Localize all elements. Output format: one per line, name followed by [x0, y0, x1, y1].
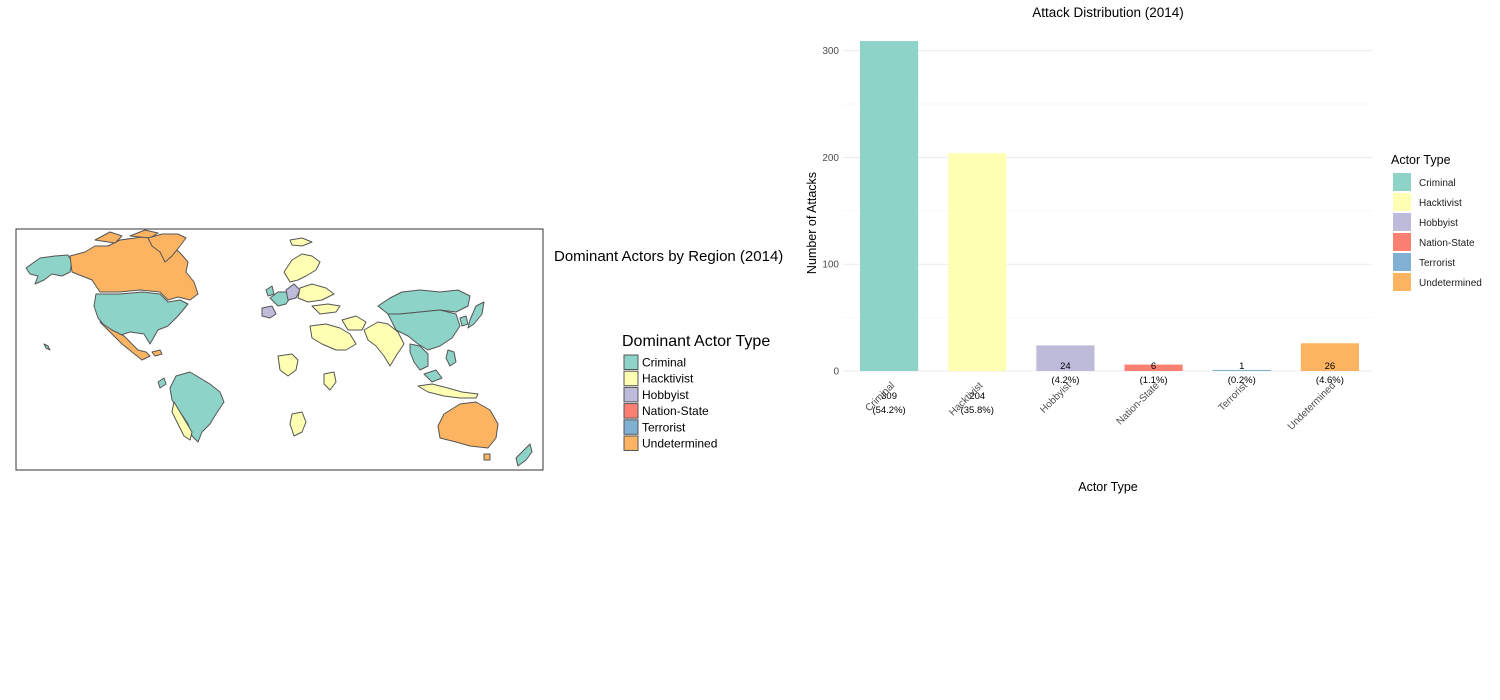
bars — [859, 41, 1360, 371]
chart-legend-title: Actor Type — [1391, 153, 1451, 167]
bar-percent-label-terrorist: (0.2%) — [1228, 375, 1256, 386]
bar-percent-label-hobbyist: (4.2%) — [1051, 375, 1079, 386]
x-axis-label: Actor Type — [1078, 480, 1138, 494]
chart-title: Attack Distribution (2014) — [1032, 5, 1184, 20]
map-legend-label-nation-state: Nation-State — [642, 404, 709, 418]
bar-hobbyist — [1036, 345, 1095, 371]
region-africa-east — [323, 371, 337, 391]
map-legend-swatch-criminal — [623, 354, 639, 370]
bar-value-label-hobbyist: 24 — [1060, 361, 1071, 372]
bar-hacktivist — [948, 153, 1007, 371]
bar-terrorist — [1212, 369, 1271, 371]
bar-value-label-criminal: 309 — [881, 391, 897, 402]
region-iceland — [289, 237, 313, 247]
chart-grid — [843, 50, 1372, 372]
bar-nation-state — [1124, 364, 1183, 371]
bar-value-label-terrorist: 1 — [1239, 361, 1244, 372]
region-caribbean — [151, 349, 163, 357]
region-africa-north — [277, 353, 299, 377]
x-tick-label-undetermined: Undetermined — [1286, 380, 1338, 432]
region-australia — [437, 401, 499, 449]
y-tick-label: 200 — [822, 153, 839, 164]
region-malaysia — [423, 369, 443, 383]
region-china — [387, 309, 461, 351]
region-south-america-west — [171, 401, 193, 441]
bar-chart-panel: Attack Distribution (2014) 0 100 200 300 30… — [805, 5, 1482, 494]
y-tick-label: 0 — [833, 367, 839, 378]
bar-value-label-hacktivist: 204 — [969, 391, 985, 402]
map-legend-swatch-hobbyist — [623, 386, 639, 403]
bar-criminal — [859, 41, 919, 371]
bar-undetermined — [1300, 343, 1360, 371]
map-legend: Criminal Hacktivist Hobbyist Nation-State Te… — [623, 354, 717, 451]
region-uk — [265, 285, 275, 297]
chart-legend-swatch-hacktivist — [1393, 193, 1411, 211]
chart-legend-swatch-criminal — [1393, 173, 1411, 191]
map-title: Dominant Actors by Region (2014) — [554, 248, 783, 265]
region-indonesia — [417, 383, 479, 399]
chart-legend-label-criminal: Criminal — [1419, 178, 1456, 189]
bar-percent-label-criminal: (54.2%) — [872, 405, 905, 416]
chart-legend-swatch-nation-state — [1393, 233, 1411, 251]
region-eastern-europe — [297, 283, 335, 303]
region-japan — [467, 301, 485, 329]
y-axis-label: Number of Attacks — [805, 172, 819, 274]
map-legend-title: Dominant Actor Type — [622, 333, 770, 350]
bar-value-label-undetermined: 26 — [1325, 361, 1336, 372]
chart-legend-swatch-hobbyist — [1393, 213, 1411, 231]
region-mexico — [99, 321, 151, 361]
map-panel: Dominant Actors by Region (2014) Dominan… — [15, 228, 783, 471]
bar-percent-label-nation-state: (1.1%) — [1140, 375, 1168, 386]
map-regions — [25, 229, 533, 467]
region-philippines — [445, 349, 457, 367]
chart-legend-label-hobbyist: Hobbyist — [1419, 218, 1458, 229]
region-hawaii — [43, 343, 51, 351]
y-tick-labels: 0 100 200 300 — [822, 46, 839, 377]
region-iberia — [261, 305, 277, 319]
x-tick-label-nation-state: Nation-State — [1115, 380, 1162, 427]
region-greenland — [147, 233, 187, 263]
region-canada-islands — [94, 229, 159, 244]
region-southeast-asia — [409, 343, 429, 371]
region-central-europe — [285, 283, 301, 301]
chart-legend-label-undetermined: Undetermined — [1419, 278, 1482, 289]
map-legend-label-undetermined: Undetermined — [642, 437, 717, 451]
chart-legend-label-hacktivist: Hacktivist — [1419, 198, 1462, 209]
map-legend-swatch-nation-state — [623, 403, 639, 419]
x-tick-labels: Criminal Hacktivist Hobbyist Nation-State Te… — [863, 380, 1338, 432]
region-alaska — [25, 254, 73, 285]
map-legend-swatch-hacktivist — [623, 370, 639, 387]
map-legend-swatch-terrorist — [623, 419, 639, 435]
bar-percent-label-undetermined: (4.6%) — [1316, 375, 1344, 386]
region-middle-east — [309, 323, 357, 351]
region-turkey — [311, 303, 341, 315]
chart-legend-label-nation-state: Nation-State — [1419, 238, 1475, 249]
map-legend-label-hacktivist: Hacktivist — [642, 372, 694, 386]
y-tick-label: 300 — [822, 46, 839, 57]
region-tasmania — [483, 453, 491, 461]
map-legend-label-terrorist: Terrorist — [642, 420, 686, 434]
chart-legend-swatch-undetermined — [1393, 273, 1411, 291]
region-scandinavia — [283, 253, 321, 283]
bar-percent-label-hacktivist: (35.8%) — [961, 405, 994, 416]
region-korea — [459, 315, 469, 327]
y-tick-label: 100 — [822, 260, 839, 271]
map-legend-swatch-undetermined — [623, 435, 639, 451]
chart-legend-label-terrorist: Terrorist — [1419, 258, 1455, 269]
chart-legend-swatch-terrorist — [1393, 253, 1411, 271]
map-legend-label-criminal: Criminal — [642, 356, 686, 370]
region-south-asia — [363, 321, 405, 367]
chart-legend: Criminal Hacktivist Hobbyist Nation-State Te… — [1393, 173, 1482, 291]
region-new-zealand — [515, 443, 533, 467]
bar-data-labels: 309 (54.2%) 204 (35.8%) 24 (4.2%) 6 (1.1%) 1 (0.2… — [872, 361, 1343, 416]
region-southern-africa — [289, 411, 307, 437]
region-small-island — [157, 377, 167, 389]
region-iran — [341, 315, 367, 331]
bar-value-label-nation-state: 6 — [1151, 361, 1156, 372]
map-legend-label-hobbyist: Hobbyist — [642, 388, 689, 402]
